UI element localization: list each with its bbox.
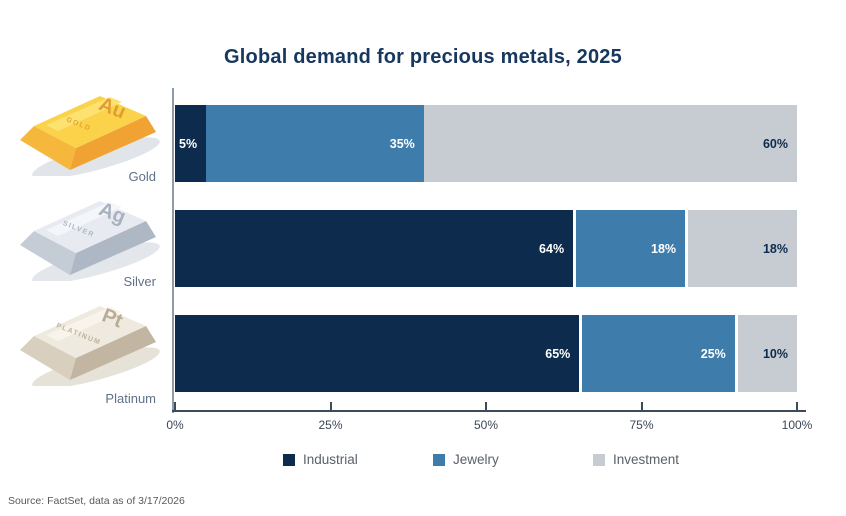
- data-label: 60%: [762, 136, 788, 151]
- segment-gold-industrial: 5%: [175, 105, 207, 182]
- data-label: 65%: [545, 346, 571, 361]
- x-axis-line: [172, 410, 806, 412]
- legend-item-jewelry: Jewelry: [433, 452, 499, 467]
- data-label: 25%: [700, 346, 726, 361]
- silver-ingot-icon: Ag SILVER: [20, 198, 160, 281]
- gold-row-header: Au GOLD Gold: [12, 88, 164, 184]
- x-axis-tick-label: 75%: [629, 418, 654, 432]
- gold-label: Gold: [128, 169, 156, 184]
- silver-label: Silver: [123, 274, 156, 289]
- data-label: 18%: [651, 241, 677, 256]
- data-label: 10%: [762, 346, 788, 361]
- data-label: 35%: [389, 136, 415, 151]
- legend-swatch-icon: [593, 453, 605, 466]
- legend-swatch-icon: [433, 453, 445, 466]
- segment-gold-jewelry: 35%: [206, 105, 424, 182]
- chart-title: Global demand for precious metals, 2025: [224, 46, 622, 68]
- x-axis-tick-label: 100%: [781, 418, 813, 432]
- silver-row-header: Ag SILVER Silver: [12, 193, 164, 289]
- bar-track-gold: 5% 35% 60%: [175, 105, 797, 182]
- segment-platinum-industrial: 65%: [175, 315, 580, 392]
- segment-gold-investment: 60%: [423, 105, 797, 182]
- data-label: 5%: [179, 136, 198, 151]
- segment-silver-industrial: 64%: [175, 210, 574, 287]
- legend-label: Industrial: [303, 452, 358, 467]
- legend-item-industrial: Industrial: [283, 452, 358, 467]
- segment-silver-jewelry: 18%: [573, 210, 686, 287]
- legend-label: Investment: [613, 452, 680, 467]
- legend: Industrial Jewelry Investment: [0, 452, 846, 472]
- data-label: 18%: [762, 241, 788, 256]
- segment-silver-investment: 18%: [685, 210, 797, 287]
- x-axis-tick-label: 0%: [166, 418, 184, 432]
- legend-swatch-icon: [283, 453, 295, 466]
- legend-label: Jewelry: [453, 452, 499, 467]
- x-axis-tick-label: 25%: [318, 418, 343, 432]
- platinum-row-header: Pt PLATINUM Platinum: [12, 298, 164, 406]
- platinum-ingot-icon: Pt PLATINUM: [20, 304, 160, 386]
- platinum-label: Platinum: [105, 391, 156, 406]
- data-label: 64%: [539, 241, 565, 256]
- y-axis-line: [172, 88, 174, 413]
- gold-ingot-icon: Au GOLD: [20, 93, 160, 176]
- bar-track-platinum: 65% 25% 10%: [175, 315, 797, 392]
- bar-track-silver: 64% 18% 18%: [175, 210, 797, 287]
- source-note: Source: FactSet, data as of 3/17/2026: [8, 495, 185, 507]
- legend-item-investment: Investment: [593, 452, 679, 467]
- segment-platinum-jewelry: 25%: [579, 315, 735, 392]
- segment-platinum-investment: 10%: [734, 315, 797, 392]
- x-axis-tick-label: 50%: [473, 418, 499, 432]
